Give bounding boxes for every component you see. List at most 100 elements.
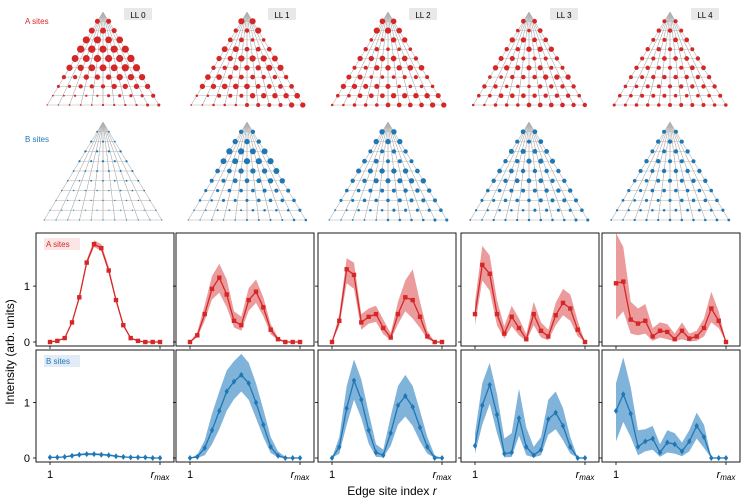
site-dot (644, 159, 649, 164)
site-dot (267, 158, 274, 165)
site-dot (216, 55, 222, 62)
site-dot (623, 103, 627, 107)
site-dot (504, 218, 507, 222)
site-dot (113, 179, 116, 182)
site-dot (560, 102, 565, 108)
data-point (568, 306, 573, 311)
lattice-B-5 (610, 121, 731, 222)
site-dot (397, 178, 403, 184)
site-dot (651, 93, 656, 98)
site-dot (474, 209, 478, 212)
site-dot (350, 178, 355, 183)
site-dot (413, 56, 419, 61)
site-dot (125, 179, 128, 182)
site-dot (102, 219, 104, 221)
site-dot (149, 219, 151, 221)
data-point (150, 455, 155, 461)
site-dot (538, 139, 544, 144)
site-dot (684, 93, 689, 98)
site-dot (267, 178, 274, 184)
lattice-A-5: LL 4 (612, 8, 728, 107)
series-line (331, 268, 442, 343)
site-dot (695, 74, 701, 80)
site-dot (61, 74, 67, 80)
site-dot (239, 93, 244, 98)
data-point (297, 455, 303, 461)
site-dot (233, 198, 237, 202)
series-line (49, 243, 160, 343)
site-dot (198, 199, 202, 202)
site-dot (116, 73, 123, 81)
data-point (150, 339, 155, 345)
site-dot (685, 188, 690, 193)
ll-label-bg (550, 8, 578, 20)
site-dot (568, 188, 573, 193)
lattice-edges (613, 11, 727, 106)
site-dot (77, 45, 85, 53)
site-dot (645, 103, 650, 107)
data-point (665, 329, 670, 335)
site-dot (639, 208, 642, 212)
site-dot (138, 73, 146, 81)
site-dot (283, 74, 289, 80)
data-point (157, 455, 163, 461)
site-dot (107, 150, 111, 153)
site-dot (132, 64, 141, 72)
site-dot (504, 47, 509, 52)
site-dot (543, 74, 549, 80)
site-dot (673, 168, 679, 174)
site-dot (673, 93, 678, 98)
data-point (135, 338, 141, 344)
site-dot (397, 84, 401, 89)
site-dot (634, 84, 639, 89)
site-dot (556, 168, 561, 174)
site-dot (543, 37, 549, 43)
site-dot (391, 168, 397, 174)
site-dot (221, 46, 228, 53)
site-dot (548, 102, 554, 108)
site-dot (187, 219, 189, 221)
site-dot (368, 55, 374, 62)
ll-label: LL 2 (415, 11, 431, 20)
data-point (613, 407, 619, 414)
site-dot (422, 218, 425, 222)
site-dot (544, 188, 549, 193)
site-dot (391, 149, 397, 154)
site-dot (554, 93, 560, 98)
site-dot (90, 160, 93, 163)
data-point (128, 335, 133, 341)
site-dot (256, 103, 261, 107)
site-dot (108, 130, 110, 133)
site-dot (549, 84, 554, 89)
site-dot (544, 149, 549, 154)
site-dot (662, 74, 667, 80)
site-dot (57, 104, 60, 106)
site-dot (409, 198, 414, 203)
site-dot (397, 47, 401, 51)
site-dot (116, 54, 124, 63)
site-dot (143, 189, 145, 192)
site-dot (129, 94, 133, 98)
site-dot (368, 188, 373, 193)
site-dot (244, 46, 250, 52)
site-dot (701, 103, 706, 107)
site-dot (277, 64, 284, 71)
site-dot (516, 218, 519, 222)
data-point (716, 455, 721, 461)
y-tick-label: 0 (24, 337, 30, 349)
data-point (531, 452, 536, 459)
x-tick-label-last: rmax (717, 469, 737, 482)
site-dot (281, 219, 284, 221)
site-dot (88, 64, 96, 72)
site-dot (418, 64, 425, 71)
site-dot (516, 84, 520, 89)
data-point (106, 452, 111, 459)
site-dot (328, 219, 330, 221)
site-dot (727, 218, 731, 222)
data-point (351, 272, 357, 278)
site-dot (392, 208, 396, 212)
site-dot (656, 159, 661, 164)
data-point (487, 271, 492, 276)
site-dot (233, 65, 239, 71)
site-dot (279, 178, 285, 184)
